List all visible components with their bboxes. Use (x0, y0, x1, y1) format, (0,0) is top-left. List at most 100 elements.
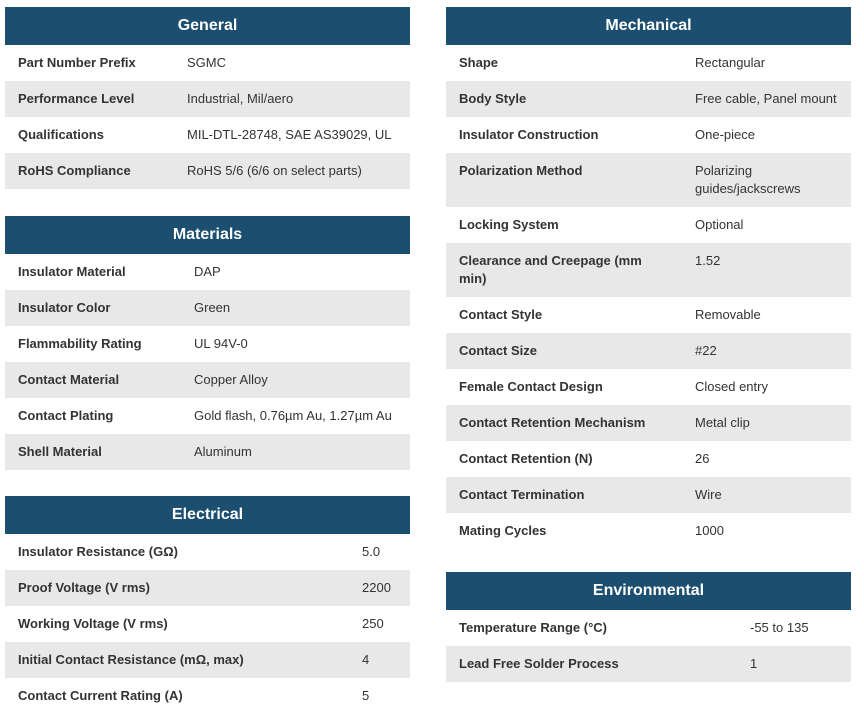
spec-value: 1000 (695, 523, 724, 538)
spec-value: Gold flash, 0.76µm Au, 1.27µm Au (194, 408, 392, 423)
environmental-header: Environmental (446, 572, 851, 610)
table-row: Body Style Free cable, Panel mount (446, 81, 851, 117)
table-row: Contact Current Rating (A) 5 (5, 678, 410, 714)
table-row: Contact Retention (N) 26 (446, 441, 851, 477)
table-row: Insulator Construction One-piece (446, 117, 851, 153)
table-row: Initial Contact Resistance (mΩ, max) 4 (5, 642, 410, 678)
spec-value: Free cable, Panel mount (682, 81, 851, 117)
spec-label: Contact Retention (N) (459, 451, 593, 466)
spec-label: Lead Free Solder Process (446, 646, 737, 682)
table-row: Qualifications MIL-DTL-28748, SAE AS39029… (5, 117, 410, 153)
spec-value: Aluminum (181, 434, 410, 470)
mechanical-table: Mechanical Shape Rectangular Body Style Free… (446, 7, 851, 549)
spec-value: DAP (194, 264, 221, 279)
spec-label: Temperature Range (°C) (459, 620, 607, 635)
spec-value: 4 (349, 642, 410, 678)
spec-label: Shell Material (5, 434, 181, 470)
materials-table: Materials Insulator Material DAP Insulator … (5, 216, 410, 470)
table-row: Working Voltage (V rms) 250 (5, 606, 410, 642)
spec-label: Mating Cycles (459, 523, 547, 538)
spec-label: Initial Contact Resistance (mΩ, max) (5, 642, 349, 678)
spec-label: Contact Termination (446, 477, 682, 513)
table-row: Polarization Method Polarizing guides/jac… (446, 153, 851, 207)
spec-label: Clearance and Creepage (mm min) (446, 243, 682, 297)
table-row: Mating Cycles 1000 (446, 513, 851, 549)
electrical-table: Electrical Insulator Resistance (GΩ) 5.0 Pr… (5, 496, 410, 714)
spec-label: Insulator Material (18, 264, 126, 279)
spec-label: Insulator Construction (459, 127, 599, 142)
spec-label: Insulator Color (5, 290, 181, 326)
spec-value: 1 (737, 646, 851, 682)
environmental-table: Environmental Temperature Range (°C) -55 t… (446, 572, 851, 682)
spec-value: Polarizing guides/jackscrews (682, 153, 851, 207)
materials-header: Materials (5, 216, 410, 254)
spec-label: Contact Current Rating (A) (18, 688, 183, 703)
spec-value: Copper Alloy (181, 362, 410, 398)
general-table: General Part Number Prefix SGMC Performance… (5, 7, 410, 189)
table-row: Clearance and Creepage (mm min) 1.52 (446, 243, 851, 297)
table-row: Contact Termination Wire (446, 477, 851, 513)
table-row: Contact Size #22 (446, 333, 851, 369)
spec-label: Female Contact Design (459, 379, 603, 394)
mechanical-header: Mechanical (446, 7, 851, 45)
table-row: Insulator Material DAP (5, 254, 410, 290)
spec-value: UL 94V-0 (194, 336, 248, 351)
spec-value: Rectangular (695, 55, 766, 70)
table-row: Female Contact Design Closed entry (446, 369, 851, 405)
table-row: Performance Level Industrial, Mil/aero (5, 81, 410, 117)
spec-value: One-piece (695, 127, 755, 142)
spec-label: Contact Retention Mechanism (446, 405, 682, 441)
electrical-header: Electrical (5, 496, 410, 534)
table-row: Insulator Resistance (GΩ) 5.0 (5, 534, 410, 570)
spec-label: Working Voltage (V rms) (18, 616, 168, 631)
spec-value: 2200 (349, 570, 410, 606)
spec-value: 5.0 (362, 544, 381, 559)
spec-value: -55 to 135 (750, 620, 809, 635)
table-row: Contact Plating Gold flash, 0.76µm Au, 1.… (5, 398, 410, 434)
spec-label: Insulator Resistance (GΩ) (18, 544, 178, 559)
spec-label: Contact Plating (18, 408, 114, 423)
spec-label: Performance Level (5, 81, 174, 117)
table-row: Insulator Color Green (5, 290, 410, 326)
spec-label: Body Style (446, 81, 682, 117)
spec-label: Contact Material (5, 362, 181, 398)
spec-value: SGMC (187, 55, 226, 70)
table-row: Contact Retention Mechanism Metal clip (446, 405, 851, 441)
spec-value: Removable (695, 307, 761, 322)
table-row: Flammability Rating UL 94V-0 (5, 326, 410, 362)
table-row: Locking System Optional (446, 207, 851, 243)
spec-label: Proof Voltage (V rms) (5, 570, 349, 606)
spec-value: #22 (682, 333, 851, 369)
spec-label: Flammability Rating (18, 336, 142, 351)
spec-label: Shape (459, 55, 499, 70)
table-row: Contact Material Copper Alloy (5, 362, 410, 398)
table-row: Shape Rectangular (446, 45, 851, 81)
table-row: Proof Voltage (V rms) 2200 (5, 570, 410, 606)
general-header: General (5, 7, 410, 45)
spec-value: RoHS 5/6 (6/6 on select parts) (174, 153, 410, 189)
spec-value: 5 (362, 688, 370, 703)
spec-label: RoHS Compliance (5, 153, 174, 189)
spec-value: 1.52 (682, 243, 851, 297)
spec-value: Optional (695, 217, 744, 232)
spec-value: Industrial, Mil/aero (174, 81, 410, 117)
spec-value: 26 (695, 451, 710, 466)
spec-label: Part Number Prefix (18, 55, 136, 70)
spec-label: Locking System (459, 217, 559, 232)
spec-label: Contact Size (446, 333, 682, 369)
spec-label: Polarization Method (446, 153, 682, 207)
spec-value: MIL-DTL-28748, SAE AS39029, UL (187, 127, 392, 142)
table-row: Shell Material Aluminum (5, 434, 410, 470)
table-row: Part Number Prefix SGMC (5, 45, 410, 81)
table-row: Contact Style Removable (446, 297, 851, 333)
table-row: RoHS Compliance RoHS 5/6 (6/6 on select p… (5, 153, 410, 189)
table-row: Lead Free Solder Process 1 (446, 646, 851, 682)
spec-value: Closed entry (695, 379, 768, 394)
table-row: Temperature Range (°C) -55 to 135 (446, 610, 851, 646)
spec-label: Qualifications (18, 127, 104, 142)
spec-value: Wire (682, 477, 851, 513)
spec-value: Metal clip (682, 405, 851, 441)
spec-value: 250 (362, 616, 384, 631)
spec-label: Contact Style (459, 307, 543, 322)
spec-value: Green (181, 290, 410, 326)
